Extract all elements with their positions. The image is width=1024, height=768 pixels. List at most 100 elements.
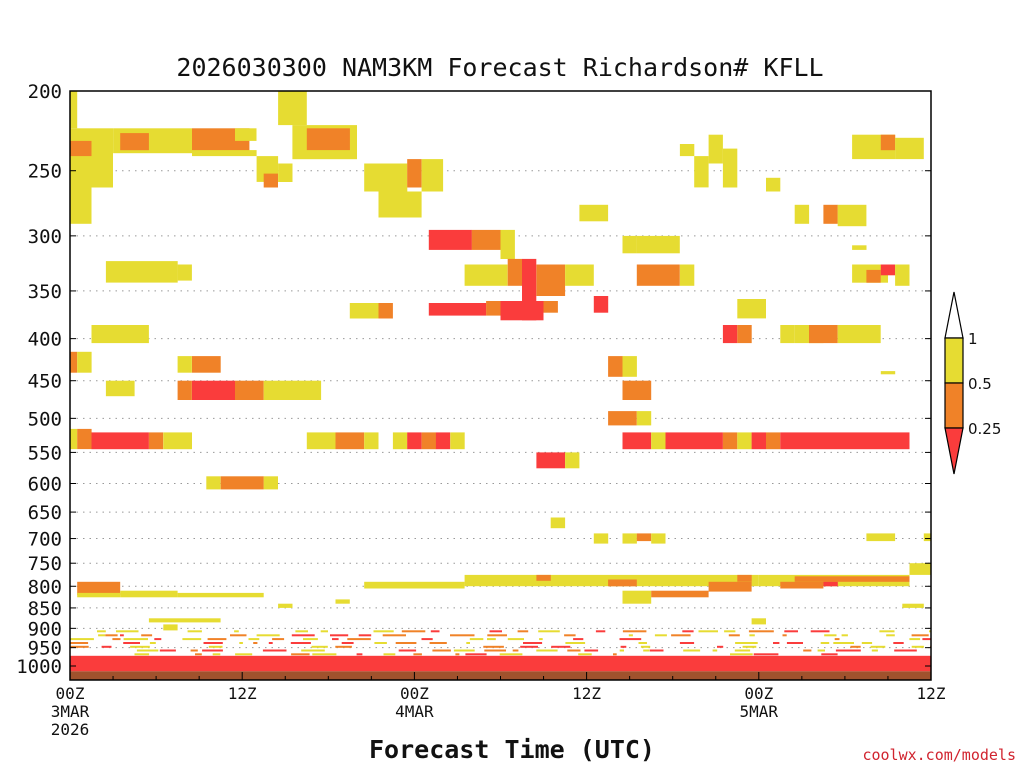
cell-45 (766, 177, 781, 192)
cell-75 (622, 356, 637, 377)
ground-band (70, 671, 931, 680)
noise-cell (671, 634, 691, 637)
noise-cell (622, 630, 647, 633)
noise-cell (235, 653, 253, 656)
noise-cell (786, 642, 803, 644)
noise-cell (487, 634, 507, 637)
cell-99 (766, 432, 781, 450)
noise-cell (551, 645, 571, 648)
noise-cell (584, 649, 599, 652)
noise-cell (578, 653, 592, 656)
cell-118 (708, 581, 752, 592)
noise-cell (159, 649, 176, 652)
cell-93 (622, 432, 652, 450)
cell-77 (608, 411, 637, 426)
cell-30 (378, 303, 393, 319)
cell-16 (378, 191, 422, 218)
noise-cell (638, 642, 647, 644)
noise-cell (101, 645, 112, 648)
cell-135 (163, 624, 178, 631)
cell-100 (780, 432, 910, 450)
noise-cell (499, 653, 523, 656)
x-label-60-0: 12Z (917, 684, 946, 703)
cell-111 (866, 533, 896, 542)
y-axis-labels: 200 250 300 350 400 450 500 550 600 650 7007508008… (16, 81, 62, 678)
cell-11 (278, 163, 293, 182)
noise-cell (835, 649, 861, 652)
cell-107 (593, 533, 609, 544)
cell-22 (471, 229, 501, 250)
x-label-24-0: 00Z (400, 684, 429, 703)
noise-cell (507, 638, 524, 641)
noise-cell (373, 630, 394, 633)
noise-cell (382, 634, 406, 637)
y-label-300: 300 (28, 226, 62, 248)
cell-137 (70, 655, 931, 672)
noise-cell (123, 642, 140, 644)
y-label-900: 900 (28, 618, 62, 640)
noise-cell (870, 645, 886, 648)
cell-7 (192, 150, 257, 157)
noise-cell (112, 638, 121, 641)
y-label-600: 600 (28, 474, 62, 496)
cell-64 (91, 325, 149, 344)
cell-55 (895, 264, 910, 286)
cell-25 (507, 258, 523, 286)
cell-84 (163, 432, 192, 450)
cell-10 (263, 173, 278, 188)
noise-cell (312, 653, 337, 656)
cell-85 (306, 432, 336, 450)
noise-cell (239, 642, 243, 644)
cell-127 (120, 590, 178, 598)
noise-cell (628, 634, 633, 637)
noise-cell (909, 638, 921, 641)
noise-cell (248, 638, 260, 641)
cell-110 (651, 533, 666, 544)
cell-14 (306, 128, 350, 151)
legend-box-yellow (944, 337, 964, 384)
cell-116 (608, 579, 637, 587)
noise-cell (291, 653, 310, 656)
cell-129 (622, 590, 652, 604)
cell-19 (105, 261, 178, 283)
noise-cell (311, 645, 328, 648)
cell-108 (622, 533, 637, 544)
y-label-250: 250 (28, 161, 62, 183)
noise-cell (817, 649, 825, 652)
cell-2 (70, 140, 92, 157)
noise-cell (820, 642, 830, 644)
noise-cell (712, 649, 718, 652)
noise-cell (195, 653, 202, 656)
chart-title: 2026030300 NAM3KM Forecast Richardson# K… (176, 53, 823, 82)
cell-112 (923, 533, 931, 542)
legend-arrow-bottom (944, 427, 964, 475)
noise-cell (347, 638, 371, 641)
noise-cell (929, 630, 931, 633)
cell-47 (823, 204, 838, 224)
noise-cell (619, 649, 624, 652)
y-label-950: 950 (28, 638, 62, 660)
noise-cell (784, 630, 798, 633)
cell-81 (77, 428, 92, 450)
noise-cell (202, 649, 223, 652)
cell-18 (421, 159, 444, 192)
noise-cell (105, 634, 118, 637)
y-label-1000: 1000 (16, 656, 62, 678)
noise-cell (134, 653, 150, 656)
cell-114 (464, 574, 644, 587)
cell-63 (837, 325, 881, 344)
cell-15 (364, 163, 408, 192)
noise-cell (335, 645, 352, 648)
cell-57 (737, 299, 766, 319)
cell-92 (450, 432, 465, 450)
cell-132 (278, 603, 293, 608)
cell-109 (636, 533, 652, 542)
noise-cell (833, 642, 854, 644)
noise-cell (187, 630, 202, 633)
noise-cell (483, 645, 504, 648)
y-label-650: 650 (28, 502, 62, 524)
noise-cell (850, 645, 861, 648)
cell-3 (91, 128, 113, 188)
noise-cell (730, 653, 753, 656)
noise-cell (782, 634, 787, 637)
